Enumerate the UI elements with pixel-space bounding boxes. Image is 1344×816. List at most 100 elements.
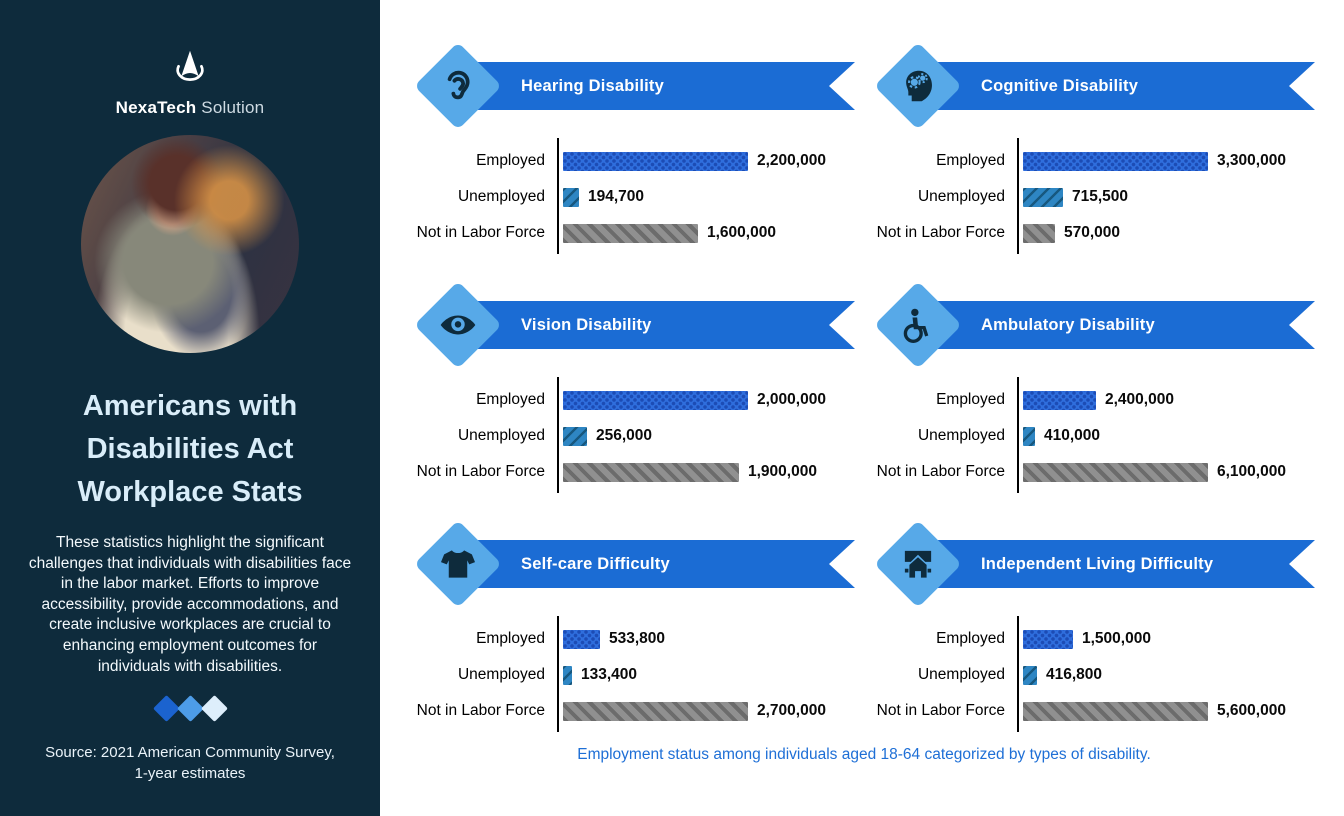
- panel-title: Vision Disability: [521, 315, 652, 334]
- page-title: Americans with Disabilities Act Workplac…: [77, 390, 303, 508]
- bar-row: Employed 1,500,000: [873, 621, 1315, 657]
- bar-value: 256,000: [596, 427, 653, 444]
- bar-label: Unemployed: [917, 188, 1005, 205]
- panel-header: Vision Disability: [413, 281, 855, 369]
- bar-label: Unemployed: [917, 666, 1005, 683]
- mini-diamond-3: [200, 695, 228, 723]
- bar-value: 1,600,000: [707, 224, 776, 241]
- ear-icon: [437, 65, 479, 107]
- panel-diamond: [414, 520, 502, 608]
- panel-diamond: [874, 281, 962, 369]
- bar-row: Unemployed 410,000: [873, 418, 1315, 454]
- panel-ribbon: Independent Living Difficulty: [917, 540, 1315, 588]
- brand-name: NexaTech Solution: [116, 98, 265, 118]
- brand-logo: NexaTech Solution: [116, 48, 265, 118]
- bar-value: 2,000,000: [757, 391, 826, 408]
- eye-icon: [437, 304, 479, 346]
- bar: [563, 701, 748, 721]
- chart-panel: Ambulatory Disability Employed 2,400,000…: [873, 281, 1315, 493]
- bar-value: 3,300,000: [1217, 152, 1286, 169]
- bar-chart: Employed 2,200,000 Unemployed 194,700 No…: [413, 138, 855, 254]
- chart-panel: Independent Living Difficulty Employed 1…: [873, 520, 1315, 732]
- bar-row: Unemployed 133,400: [413, 657, 855, 693]
- bar-label: Employed: [476, 152, 545, 169]
- bar: [563, 665, 572, 685]
- bar-label: Unemployed: [457, 666, 545, 683]
- bar-chart: Employed 533,800 Unemployed 133,400 Not …: [413, 616, 855, 732]
- chart-panel: Hearing Disability Employed 2,200,000 Un…: [413, 42, 855, 254]
- bar-label: Employed: [936, 391, 1005, 408]
- bar: [1023, 629, 1073, 649]
- bar-row: Employed 533,800: [413, 621, 855, 657]
- bar-chart: Employed 1,500,000 Unemployed 416,800 No…: [873, 616, 1315, 732]
- bar-label: Employed: [936, 630, 1005, 647]
- panel-title: Ambulatory Disability: [981, 315, 1155, 334]
- bar: [563, 426, 587, 446]
- bar-row: Not in Labor Force 6,100,000: [873, 454, 1315, 490]
- bar: [1023, 223, 1055, 243]
- panel-title: Independent Living Difficulty: [981, 554, 1214, 573]
- bar: [1023, 187, 1063, 207]
- bar-value: 410,000: [1044, 427, 1101, 444]
- brand-name-light: Solution: [201, 98, 265, 117]
- bar-label: Not in Labor Force: [876, 224, 1005, 241]
- bar-label: Not in Labor Force: [876, 702, 1005, 719]
- bar-value: 715,500: [1072, 188, 1129, 205]
- mini-diamond-2: [176, 695, 204, 723]
- bar-value: 533,800: [609, 630, 666, 647]
- mini-diamond-1: [152, 695, 180, 723]
- tshirt-icon: [437, 543, 479, 585]
- bar-label: Unemployed: [457, 188, 545, 205]
- head-gears-icon: [897, 65, 939, 107]
- panel-header: Self-care Difficulty: [413, 520, 855, 608]
- bar-row: Not in Labor Force 1,900,000: [413, 454, 855, 490]
- panel-ribbon: Vision Disability: [457, 301, 855, 349]
- bar-label: Not in Labor Force: [876, 463, 1005, 480]
- panel-title: Hearing Disability: [521, 76, 664, 95]
- intro-paragraph: These statistics highlight the significa…: [28, 534, 352, 675]
- panel-header: Hearing Disability: [413, 42, 855, 130]
- bar-row: Not in Labor Force 2,700,000: [413, 693, 855, 729]
- bar-value: 133,400: [581, 666, 638, 683]
- bar-label: Employed: [476, 391, 545, 408]
- bar: [1023, 665, 1037, 685]
- panel-ribbon: Self-care Difficulty: [457, 540, 855, 588]
- panel-header: Cognitive Disability: [873, 42, 1315, 130]
- bar-value: 2,200,000: [757, 152, 826, 169]
- source-note: Source: 2021 American Community Survey, …: [45, 744, 335, 783]
- bar-value: 416,800: [1046, 666, 1103, 683]
- bar-value: 1,500,000: [1082, 630, 1151, 647]
- bar-label: Not in Labor Force: [416, 224, 545, 241]
- bar: [1023, 151, 1208, 171]
- bar-label: Not in Labor Force: [416, 702, 545, 719]
- panel-diamond: [414, 42, 502, 130]
- bar: [563, 462, 739, 482]
- bar-chart: Employed 2,000,000 Unemployed 256,000 No…: [413, 377, 855, 493]
- charts-area: Hearing Disability Employed 2,200,000 Un…: [380, 0, 1344, 816]
- bar: [1023, 390, 1096, 410]
- panel-diamond: [874, 42, 962, 130]
- panel-diamond: [874, 520, 962, 608]
- bar-chart: Employed 3,300,000 Unemployed 715,500 No…: [873, 138, 1315, 254]
- charts-grid: Hearing Disability Employed 2,200,000 Un…: [413, 42, 1344, 732]
- profile-photo: [81, 135, 299, 353]
- bar-value: 570,000: [1064, 224, 1121, 241]
- bar-row: Not in Labor Force 5,600,000: [873, 693, 1315, 729]
- chart-panel: Cognitive Disability Employed 3,300,000 …: [873, 42, 1315, 254]
- bar-row: Not in Labor Force 570,000: [873, 215, 1315, 251]
- bar: [563, 187, 579, 207]
- bar-value: 5,600,000: [1217, 702, 1286, 719]
- bar-row: Employed 2,200,000: [413, 143, 855, 179]
- panel-ribbon: Ambulatory Disability: [917, 301, 1315, 349]
- bar-label: Unemployed: [917, 427, 1005, 444]
- bar-row: Unemployed 256,000: [413, 418, 855, 454]
- bar-label: Unemployed: [457, 427, 545, 444]
- bar: [563, 390, 748, 410]
- panel-ribbon: Cognitive Disability: [917, 62, 1315, 110]
- panel-diamond: [414, 281, 502, 369]
- panel-ribbon: Hearing Disability: [457, 62, 855, 110]
- bar-row: Employed 2,400,000: [873, 382, 1315, 418]
- wheelchair-icon: [897, 304, 939, 346]
- panel-header: Ambulatory Disability: [873, 281, 1315, 369]
